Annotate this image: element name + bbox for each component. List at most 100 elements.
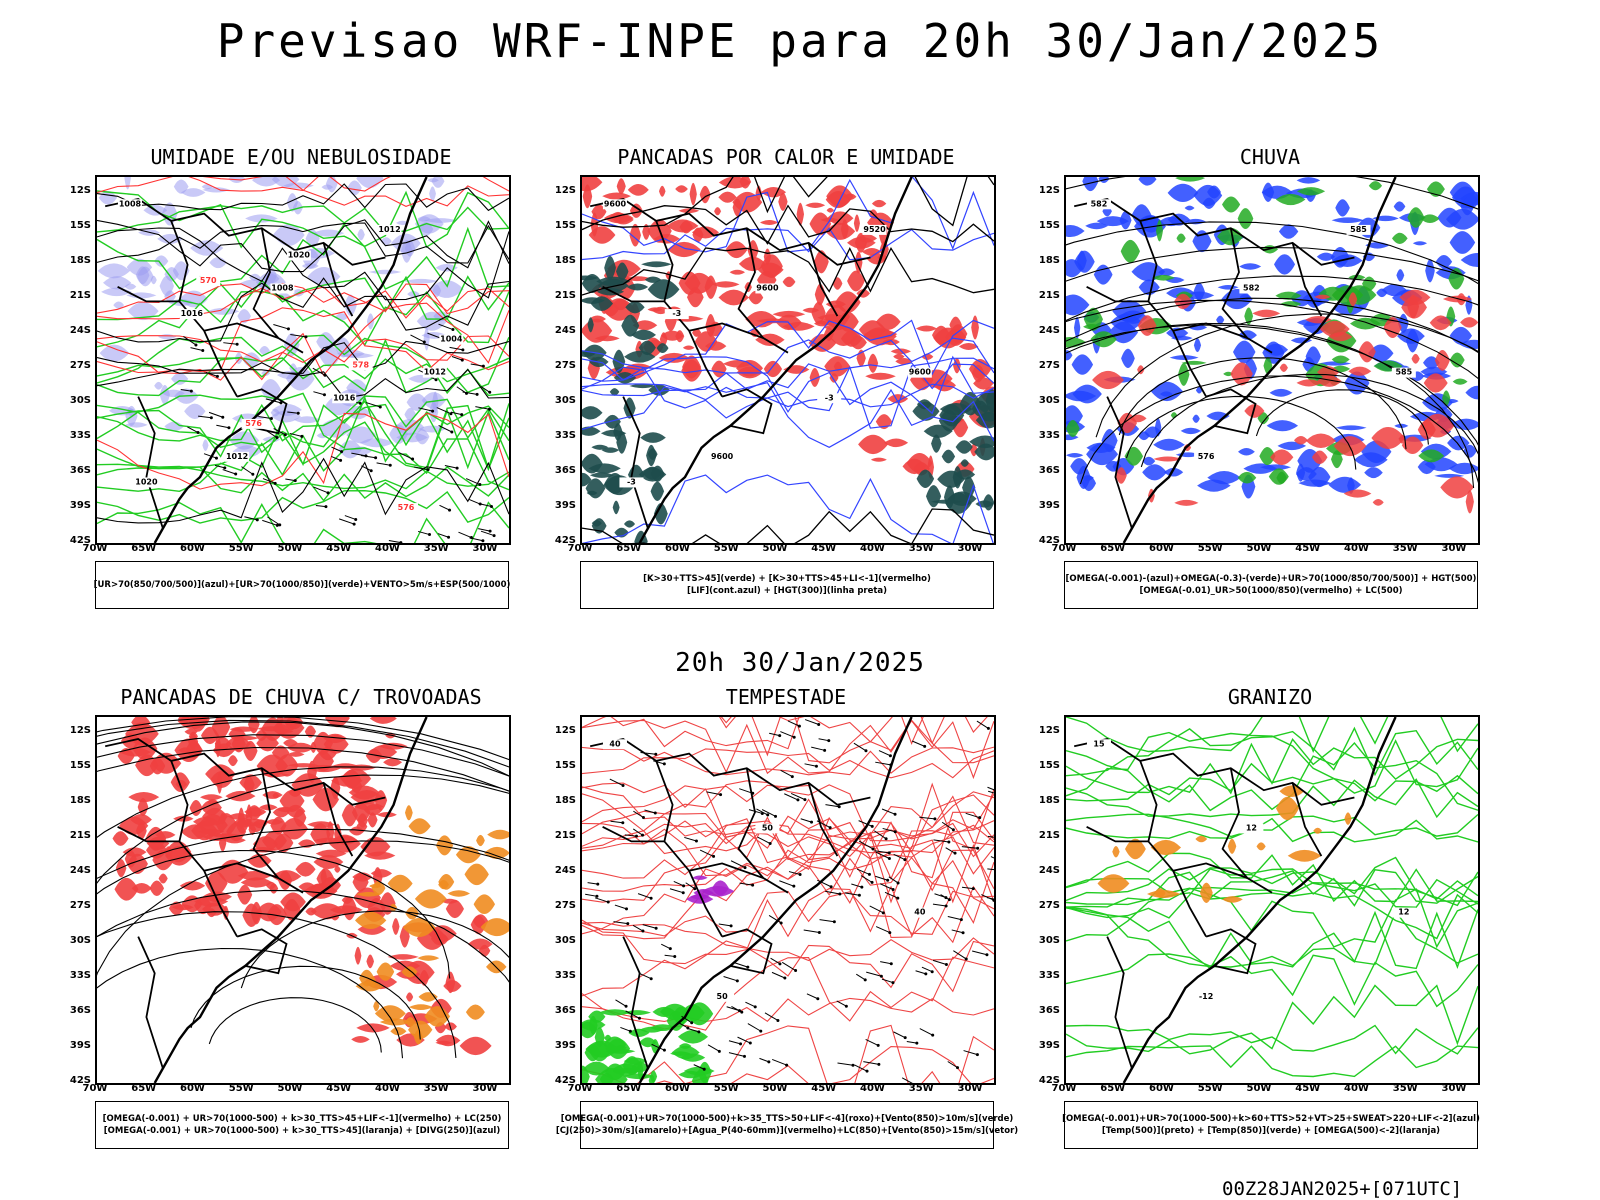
omega-strong-blob bbox=[1066, 337, 1087, 348]
omega-strong-blob bbox=[1223, 371, 1234, 377]
map-canvas: 40 50 40 50 bbox=[582, 717, 994, 1083]
moisture-blob bbox=[1252, 309, 1281, 318]
wind-vector-head bbox=[461, 348, 465, 352]
moisture-blob bbox=[1343, 489, 1372, 498]
thunderstorm-blob bbox=[346, 764, 376, 771]
moisture-blob bbox=[1305, 433, 1337, 448]
lat-tick-label: 39S bbox=[69, 1040, 91, 1051]
wind-vector-head bbox=[369, 469, 373, 473]
wind-vector-head bbox=[641, 929, 645, 933]
contour-label-layer: 15 12 12 -12 bbox=[1086, 739, 1416, 1002]
wind-vector-head bbox=[209, 416, 213, 420]
wind-vector bbox=[642, 924, 657, 929]
shower-blob bbox=[473, 894, 496, 915]
humidity-blob bbox=[404, 278, 438, 284]
thunderstorm-blob bbox=[312, 751, 334, 772]
wind-vector bbox=[915, 970, 926, 975]
instability-blob bbox=[602, 192, 631, 200]
lon-tick-label: 45W bbox=[811, 543, 837, 554]
humidity-blob bbox=[113, 301, 125, 309]
wind-vector bbox=[825, 804, 840, 808]
lat-tick-label: 15S bbox=[554, 220, 576, 231]
lat-tick-label: 30S bbox=[1038, 395, 1060, 406]
contour-label-bg bbox=[817, 393, 842, 404]
ktts-blob bbox=[960, 459, 969, 467]
wind-vector bbox=[819, 919, 835, 923]
wind-vector-head bbox=[810, 820, 814, 824]
wind-vector-head bbox=[621, 821, 625, 825]
humidity-blob bbox=[357, 228, 365, 241]
wind-vector-head bbox=[374, 456, 378, 460]
thunderstorm-blob bbox=[435, 1034, 461, 1047]
map-frame: 1008 1008 1012 1012 1012 1016 1016 1020 1020 1004… bbox=[95, 175, 511, 545]
ktts-blob bbox=[931, 434, 942, 453]
wind-vector-head bbox=[930, 970, 934, 974]
wind-vector-head bbox=[654, 926, 658, 930]
omega-blob bbox=[1096, 216, 1130, 227]
omega-blob bbox=[1066, 294, 1090, 316]
lat-tick-label: 27S bbox=[1038, 900, 1060, 911]
temp850-contour bbox=[1066, 778, 1478, 819]
contour-label-bg bbox=[241, 418, 266, 429]
moisture-blob bbox=[1296, 379, 1322, 387]
map-frame bbox=[95, 715, 511, 1085]
wind-vector-head bbox=[971, 887, 975, 891]
wind-vector-head bbox=[924, 972, 928, 976]
ktts-blob bbox=[612, 500, 620, 515]
lon-tick-label: 65W bbox=[616, 543, 642, 554]
omega500-blob bbox=[1256, 842, 1266, 851]
wind-vector bbox=[987, 868, 994, 871]
wind-vector-head bbox=[896, 896, 900, 900]
thickness-contour bbox=[97, 307, 509, 374]
instability-blob bbox=[870, 457, 887, 462]
wind-vector bbox=[205, 371, 218, 377]
wind-vector-head bbox=[681, 891, 685, 895]
omega500-blob bbox=[1150, 839, 1182, 856]
moisture-blob bbox=[1137, 315, 1157, 336]
thunderstorm-blob bbox=[189, 799, 203, 817]
humidity-contour bbox=[97, 205, 509, 234]
instability-blob bbox=[594, 335, 620, 342]
wind-vector-head bbox=[686, 1026, 690, 1030]
wind-vector-head bbox=[279, 401, 283, 405]
pw-contour bbox=[582, 856, 994, 935]
country-border bbox=[203, 322, 279, 339]
instability-blob bbox=[832, 277, 843, 290]
legend-box: [OMEGA(-0.001)+UR>70(1000-500)+k>35_TTS>… bbox=[556, 1101, 1018, 1149]
omega-strong-blob bbox=[1452, 378, 1468, 385]
thunderstorm-blob bbox=[128, 791, 160, 803]
lat-tick-label: 36S bbox=[554, 465, 576, 476]
omega-blob bbox=[1305, 346, 1321, 367]
contour-label: 1004 bbox=[440, 335, 463, 344]
wind-vector bbox=[594, 897, 609, 903]
wind-vector bbox=[267, 516, 281, 526]
country-border bbox=[322, 782, 354, 857]
instability-blob bbox=[865, 372, 896, 380]
shower-blob bbox=[438, 879, 449, 890]
contour-label-layer: 40 50 40 50 bbox=[602, 739, 932, 1002]
wind-vector-head bbox=[978, 816, 982, 820]
thunderstorm-blob bbox=[280, 892, 306, 912]
instability-blob bbox=[718, 191, 737, 203]
wind-vector bbox=[438, 424, 453, 433]
contour-label-bg bbox=[1391, 367, 1416, 378]
moisture-blob bbox=[1440, 476, 1474, 499]
omega-blob bbox=[1298, 479, 1332, 487]
wind850-blob bbox=[623, 1057, 648, 1065]
wind-vector bbox=[187, 426, 199, 434]
lif-contour bbox=[582, 382, 994, 448]
map-frame: 582 582 585 576 585 bbox=[1064, 175, 1480, 545]
thickness-contour bbox=[97, 282, 509, 315]
omega-blob bbox=[1376, 288, 1388, 298]
omega500-blob bbox=[1200, 882, 1213, 903]
wind-vector-head bbox=[447, 535, 451, 539]
wind850-blob bbox=[685, 1002, 714, 1026]
wind-vector bbox=[817, 879, 832, 888]
instability-blob bbox=[805, 202, 826, 208]
humidity-blob bbox=[252, 177, 281, 187]
wind-vector bbox=[888, 876, 899, 884]
wind850-blob bbox=[677, 1029, 709, 1044]
country-border bbox=[807, 242, 839, 317]
pw-contour bbox=[582, 890, 994, 937]
omega-blob bbox=[1435, 255, 1453, 269]
